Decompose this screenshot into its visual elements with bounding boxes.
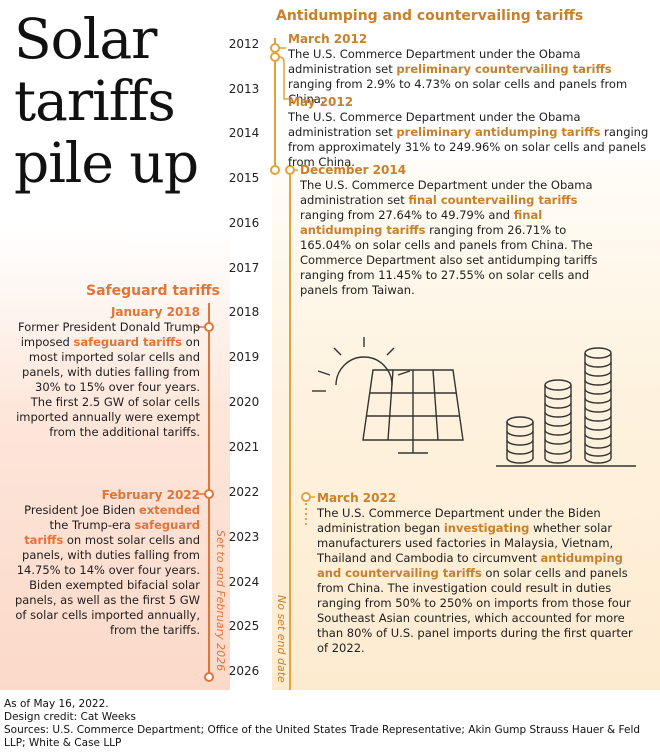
- event-date: January 2018: [110, 305, 200, 319]
- event-text: The U.S. Commerce Department under the B…: [317, 506, 633, 655]
- event-text: President Joe Biden extended the Trump-e…: [14, 503, 200, 637]
- event-date: December 2014: [300, 163, 407, 177]
- marker-dec-2014-end: [270, 165, 280, 175]
- event-mar-2012: March 2012 The U.S. Commerce Department …: [288, 32, 648, 107]
- marker-mar-2012: [270, 43, 280, 53]
- year-label: 2016: [228, 216, 260, 230]
- event-text: The U.S. Commerce Department under the O…: [288, 47, 628, 106]
- safeguard-section-heading: Safeguard tariffs: [86, 283, 220, 299]
- footer-notes: As of May 16, 2022. Design credit: Cat W…: [4, 698, 656, 750]
- marker-mar-2022: [301, 492, 311, 502]
- year-label: 2019: [228, 350, 260, 364]
- sun-icon: [312, 337, 411, 392]
- event-jan-2018: January 2018 Former President Donald Tru…: [12, 305, 200, 440]
- safeguard-background: [0, 230, 230, 690]
- event-date: March 2012: [288, 32, 368, 46]
- safeguard-end-label: Set to end February 2026: [214, 530, 227, 672]
- no-end-label: No set end date: [275, 595, 288, 683]
- year-label: 2026: [228, 664, 260, 678]
- event-may-2012: May 2012 The U.S. Commerce Department un…: [288, 95, 653, 170]
- event-date: March 2022: [317, 491, 397, 505]
- year-label: 2020: [228, 395, 260, 409]
- event-text: The U.S. Commerce Department under the O…: [300, 178, 598, 297]
- marker-feb-2022: [204, 489, 214, 499]
- year-label: 2014: [228, 126, 260, 140]
- antidumping-background: [272, 160, 660, 690]
- year-label: 2013: [228, 82, 260, 96]
- as-of-date: As of May 16, 2022.: [4, 698, 109, 710]
- title-line: tariffs: [14, 69, 176, 133]
- year-label: 2021: [228, 440, 260, 454]
- event-text: Former President Donald Trump imposed sa…: [16, 320, 200, 439]
- event-date: May 2012: [288, 95, 354, 109]
- marker-feb-2026: [204, 672, 214, 682]
- year-label: 2017: [228, 261, 260, 275]
- event-mar-2022: March 2022 The U.S. Commerce Department …: [317, 491, 639, 656]
- page-title: Solar tariffs pile up: [14, 8, 224, 194]
- title-line: Solar: [14, 7, 157, 71]
- year-label: 2012: [228, 37, 260, 51]
- year-label: 2022: [228, 485, 260, 499]
- coin-stacks-icon: [496, 347, 636, 467]
- event-text: The U.S. Commerce Department under the O…: [288, 110, 649, 169]
- event-date: February 2022: [101, 488, 200, 502]
- sources: Sources: U.S. Commerce Department; Offic…: [4, 724, 641, 749]
- marker-may-2012: [270, 52, 280, 62]
- antidumping-section-heading: Antidumping and countervailing tariffs: [276, 8, 584, 24]
- design-credit: Design credit: Cat Weeks: [4, 711, 136, 723]
- marker-jan-2018: [204, 322, 214, 332]
- year-label: 2024: [228, 575, 260, 589]
- year-label: 2023: [228, 530, 260, 544]
- event-feb-2022: February 2022 President Joe Biden extend…: [12, 488, 200, 638]
- title-line: pile up: [14, 131, 199, 195]
- illustration: [312, 337, 636, 467]
- year-label: 2025: [228, 619, 260, 633]
- solar-panel-icon: [362, 369, 464, 454]
- event-dec-2014: December 2014 The U.S. Commerce Departme…: [300, 163, 620, 298]
- year-label: 2018: [228, 305, 260, 319]
- year-label: 2015: [228, 171, 260, 185]
